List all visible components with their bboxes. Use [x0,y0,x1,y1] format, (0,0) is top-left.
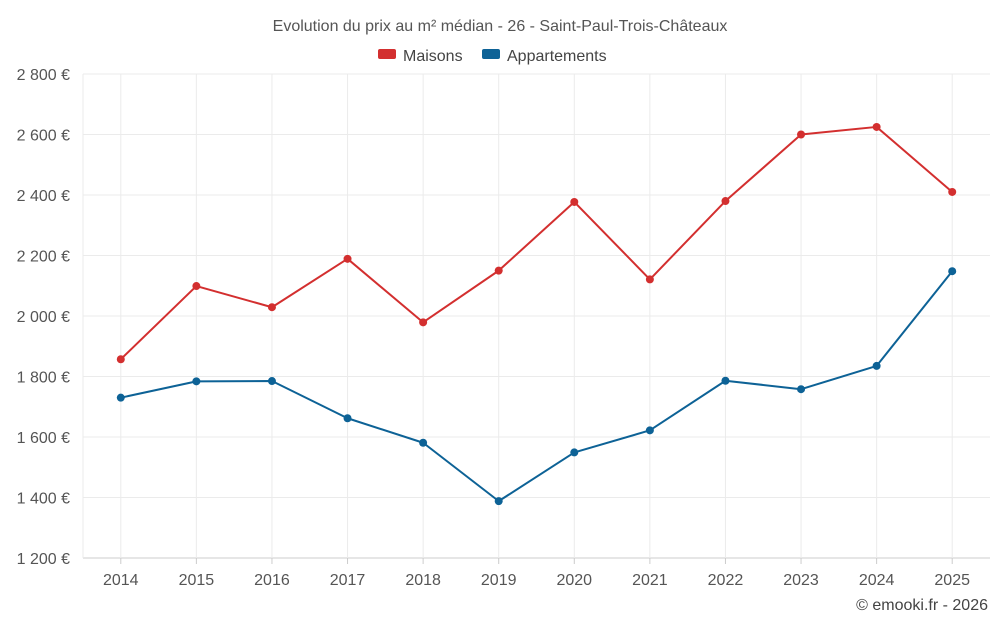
y-axis: 1 200 € 1 400 € 1 600 € 1 800 € 2 000 € 2 200… [17,67,70,568]
data-point-maisons-2020[interactable] [570,197,579,206]
data-point-maisons-2018[interactable] [419,318,428,327]
data-point-maisons-2016[interactable] [267,303,276,312]
data-point-maisons-2017[interactable] [343,254,352,263]
data-point-appartements-2015[interactable] [192,377,201,386]
grid [82,73,990,559]
data-point-appartements-2023[interactable] [797,385,806,394]
data-point-maisons-2019[interactable] [494,266,503,275]
x-tick-label: 2021 [632,572,668,589]
legend-label-appartements: Appartements [507,48,607,65]
y-tick-label: 1 800 € [17,370,70,387]
data-point-appartements-2025[interactable] [948,267,957,276]
chart-title: Evolution du prix au m² médian - 26 - Sa… [273,18,728,35]
data-point-maisons-2022[interactable] [721,197,730,206]
x-tick-label: 2014 [103,572,139,589]
x-tick-label: 2020 [556,572,592,589]
x-tick-label: 2015 [179,572,215,589]
data-point-appartements-2016[interactable] [267,377,276,386]
data-point-maisons-2024[interactable] [872,122,881,131]
y-tick-label: 2 600 € [17,128,70,145]
series-line-maisons [120,125,953,360]
y-tick-label: 2 000 € [17,309,70,326]
x-tick-label: 2023 [783,572,819,589]
x-tick-label: 2024 [859,572,895,589]
series [116,122,957,506]
y-tick-label: 1 600 € [17,430,70,447]
y-tick-label: 1 400 € [17,491,70,508]
data-point-maisons-2021[interactable] [645,275,654,284]
legend[interactable]: Maisons Appartements [378,48,607,65]
legend-item-appartements[interactable]: Appartements [482,48,607,65]
x-tick-label: 2016 [254,572,290,589]
data-point-appartements-2022[interactable] [721,376,730,385]
data-point-appartements-2014[interactable] [116,393,125,402]
series-line-appartements [120,270,953,503]
data-point-appartements-2021[interactable] [645,426,654,435]
data-point-maisons-2015[interactable] [192,282,201,291]
data-point-appartements-2020[interactable] [570,448,579,457]
legend-swatch-appartements [482,49,500,59]
x-tick-label: 2025 [934,572,970,589]
credit-text: © emooki.fr - 2026 [856,597,988,614]
data-point-appartements-2018[interactable] [419,438,428,447]
legend-item-maisons[interactable]: Maisons [378,48,463,65]
data-point-appartements-2024[interactable] [872,361,881,370]
legend-label-maisons: Maisons [403,48,463,65]
legend-swatch-maisons [378,49,396,59]
y-tick-label: 2 200 € [17,249,70,266]
x-tick-label: 2022 [708,572,744,589]
x-tick-label: 2018 [405,572,441,589]
y-tick-label: 2 400 € [17,188,70,205]
x-tick-label: 2019 [481,572,517,589]
data-point-appartements-2019[interactable] [494,497,503,506]
data-point-maisons-2023[interactable] [797,130,806,139]
y-tick-label: 1 200 € [17,551,70,568]
y-tick-label: 2 800 € [17,67,70,84]
x-axis: 2014 2015 2016 2017 2018 2019 2020 2021 2022 2023… [103,558,970,589]
data-point-appartements-2017[interactable] [343,414,352,423]
data-point-maisons-2014[interactable] [116,355,125,364]
data-point-maisons-2025[interactable] [948,187,957,196]
x-tick-label: 2017 [330,572,366,589]
